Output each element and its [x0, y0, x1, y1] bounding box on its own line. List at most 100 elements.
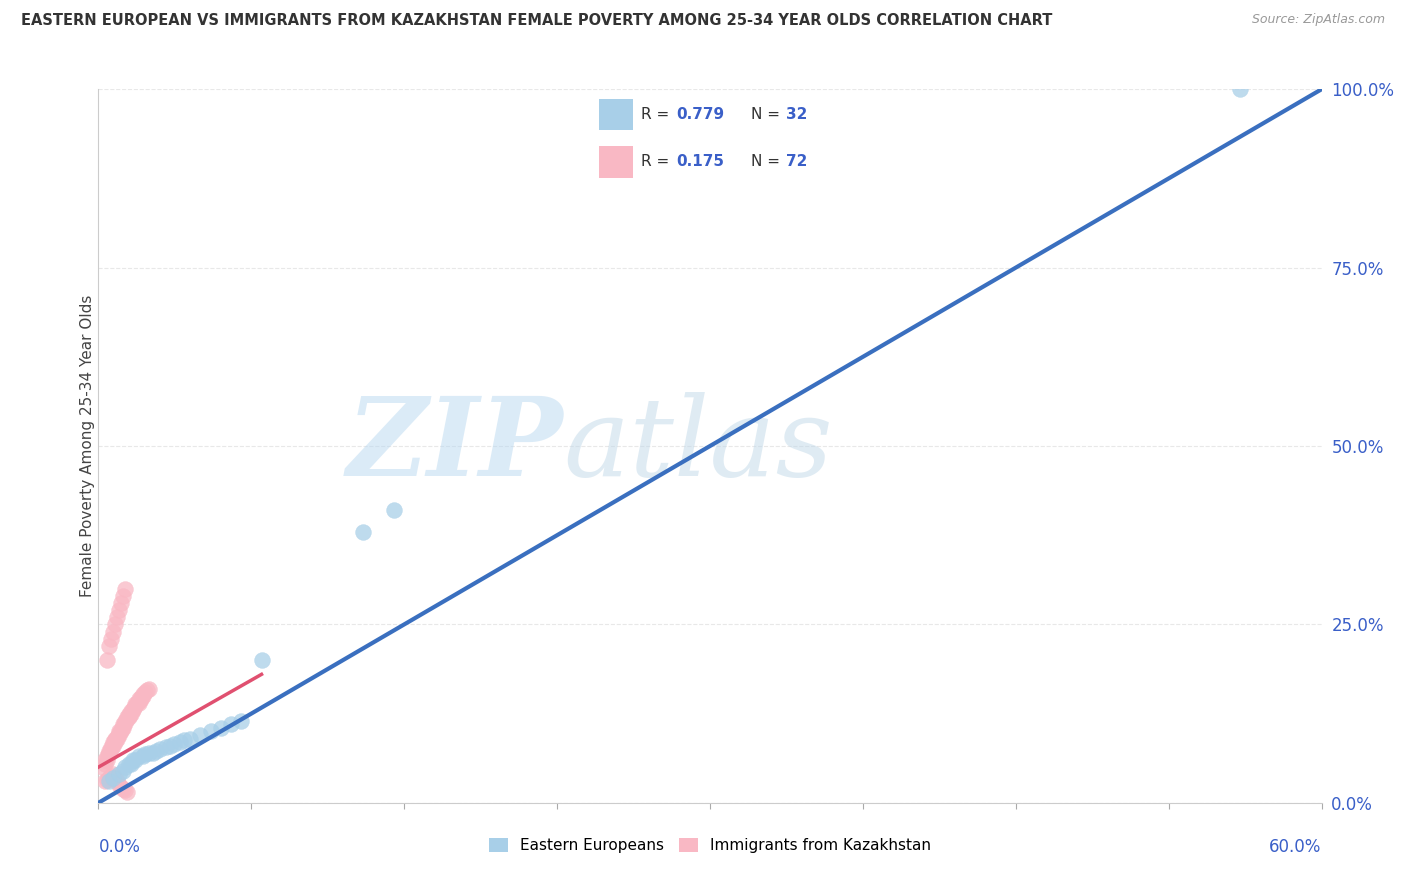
- Point: [115, 785, 138, 799]
- Text: EASTERN EUROPEAN VS IMMIGRANTS FROM KAZAKHSTAN FEMALE POVERTY AMONG 25-34 YEAR O: EASTERN EUROPEAN VS IMMIGRANTS FROM KAZA…: [21, 13, 1053, 29]
- Point: [108, 726, 131, 740]
- Text: R =: R =: [641, 107, 675, 122]
- Point: [100, 740, 122, 755]
- Legend: Eastern Europeans, Immigrants from Kazakhstan: Eastern Europeans, Immigrants from Kazak…: [484, 832, 936, 859]
- Point: [219, 717, 242, 731]
- Point: [128, 694, 150, 708]
- Point: [101, 624, 124, 639]
- Text: Source: ZipAtlas.com: Source: ZipAtlas.com: [1251, 13, 1385, 27]
- Text: N =: N =: [751, 107, 785, 122]
- Text: R =: R =: [641, 154, 675, 169]
- Point: [132, 687, 155, 701]
- Text: 60.0%: 60.0%: [1270, 838, 1322, 856]
- Point: [97, 771, 120, 785]
- Point: [101, 771, 124, 785]
- Point: [134, 685, 156, 699]
- Point: [149, 742, 172, 756]
- Point: [128, 692, 150, 706]
- Point: [382, 503, 405, 517]
- Point: [118, 710, 141, 724]
- Point: [129, 690, 152, 705]
- Point: [100, 769, 122, 783]
- Point: [108, 778, 131, 792]
- Point: [145, 744, 167, 758]
- Point: [128, 749, 150, 764]
- Point: [105, 610, 128, 624]
- Point: [114, 582, 136, 596]
- Point: [110, 780, 132, 794]
- Text: ZIP: ZIP: [347, 392, 564, 500]
- Point: [122, 753, 145, 767]
- Point: [93, 753, 115, 767]
- Point: [120, 705, 142, 719]
- Y-axis label: Female Poverty Among 25-34 Year Olds: Female Poverty Among 25-34 Year Olds: [80, 295, 94, 597]
- Point: [138, 681, 160, 696]
- Point: [101, 737, 124, 751]
- Point: [111, 589, 134, 603]
- Point: [96, 772, 118, 787]
- Point: [101, 767, 124, 781]
- Point: [111, 721, 134, 735]
- Point: [108, 603, 131, 617]
- Point: [108, 728, 131, 742]
- Point: [124, 699, 146, 714]
- Text: N =: N =: [751, 154, 785, 169]
- Point: [118, 756, 141, 771]
- Point: [104, 731, 127, 746]
- Point: [169, 735, 191, 749]
- Point: [134, 747, 156, 762]
- Point: [111, 719, 134, 733]
- Point: [114, 714, 136, 728]
- Point: [209, 721, 232, 735]
- Point: [118, 708, 141, 723]
- Point: [118, 706, 141, 721]
- Point: [115, 710, 138, 724]
- Point: [105, 730, 128, 744]
- Point: [138, 746, 160, 760]
- Point: [111, 781, 134, 796]
- Point: [96, 653, 118, 667]
- Point: [97, 744, 120, 758]
- Point: [111, 764, 134, 778]
- Point: [108, 724, 131, 739]
- Point: [122, 703, 145, 717]
- Point: [97, 747, 120, 762]
- Point: [136, 683, 159, 698]
- Point: [120, 706, 142, 721]
- Text: 0.779: 0.779: [676, 107, 724, 122]
- Point: [114, 783, 136, 797]
- Point: [93, 756, 115, 771]
- Point: [122, 701, 145, 715]
- Point: [114, 760, 136, 774]
- Point: [352, 524, 374, 539]
- Point: [200, 724, 222, 739]
- Point: [142, 746, 165, 760]
- Point: [132, 689, 155, 703]
- Point: [129, 692, 152, 706]
- Point: [101, 735, 124, 749]
- Text: 72: 72: [786, 154, 807, 169]
- Point: [93, 774, 115, 789]
- Point: [159, 739, 181, 753]
- Text: atlas: atlas: [564, 392, 832, 500]
- Point: [115, 712, 138, 726]
- Point: [163, 737, 186, 751]
- Point: [1229, 82, 1251, 96]
- Point: [104, 733, 127, 747]
- Text: 0.0%: 0.0%: [98, 838, 141, 856]
- Point: [179, 731, 201, 746]
- Bar: [599, 99, 633, 130]
- Point: [97, 639, 120, 653]
- Point: [124, 753, 146, 767]
- Point: [96, 749, 118, 764]
- Bar: [599, 146, 633, 178]
- Point: [108, 767, 131, 781]
- Point: [120, 756, 142, 771]
- Point: [114, 715, 136, 730]
- Point: [110, 596, 132, 610]
- Point: [231, 714, 253, 728]
- Point: [127, 696, 149, 710]
- Point: [101, 739, 124, 753]
- Point: [104, 771, 127, 785]
- Point: [105, 774, 128, 789]
